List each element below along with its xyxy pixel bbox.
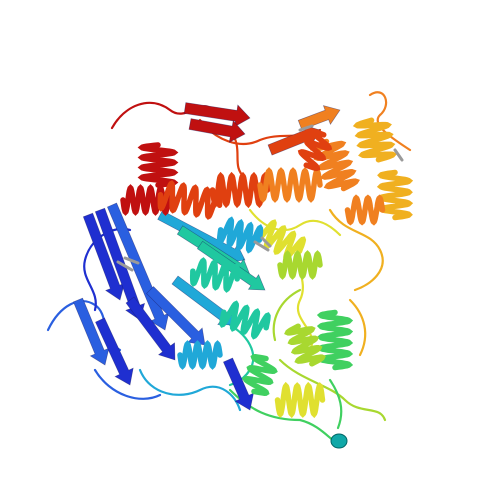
coil-loop-10 bbox=[83, 227, 132, 312]
alpha-helix-2 bbox=[157, 180, 223, 220]
alpha-helix-17 bbox=[177, 340, 223, 370]
coil-loop-7 bbox=[138, 368, 242, 412]
alpha-helix-14 bbox=[219, 300, 271, 340]
alpha-helix-6-ribbon bbox=[352, 117, 398, 163]
alpha-helix-2-ribbon bbox=[157, 180, 223, 220]
alpha-helix-18 bbox=[242, 354, 278, 396]
alpha-helix-17-ribbon bbox=[177, 340, 223, 370]
coil-loop-16 bbox=[328, 378, 343, 430]
alpha-helix-19 bbox=[297, 128, 333, 172]
alpha-helix-10 bbox=[277, 250, 323, 280]
alpha-helix-19-ribbon bbox=[297, 128, 333, 172]
alpha-helix-0-ribbon bbox=[137, 142, 179, 188]
alpha-helix-14-ribbon bbox=[219, 300, 271, 340]
beta-strand-13 bbox=[188, 118, 246, 143]
ligand-stick-2 bbox=[253, 240, 270, 252]
beta-strand-0 bbox=[82, 212, 125, 301]
coil-loop-5 bbox=[278, 358, 387, 422]
alpha-helix-15-ribbon bbox=[189, 257, 241, 293]
coil-loop-13 bbox=[348, 298, 367, 357]
alpha-helix-12-ribbon bbox=[284, 323, 326, 367]
bound-ligands bbox=[116, 124, 404, 272]
alpha-helix-10-ribbon bbox=[277, 250, 323, 280]
beta-strand-5 bbox=[125, 296, 176, 361]
coil-loop-12 bbox=[248, 208, 342, 237]
coil-loop-2 bbox=[368, 91, 412, 152]
alpha-helix-6 bbox=[352, 117, 398, 163]
alpha-helix-12 bbox=[284, 323, 326, 367]
alpha-helix-7 bbox=[376, 169, 414, 221]
coil-loop-9 bbox=[93, 368, 162, 400]
coil-loop-3 bbox=[328, 208, 384, 292]
ligand-stick-5 bbox=[393, 148, 404, 162]
ion-sphere bbox=[330, 433, 348, 449]
ligand-stick-3 bbox=[260, 236, 272, 248]
ligand-stick-1 bbox=[123, 256, 140, 265]
alpha-helix-4 bbox=[257, 167, 323, 203]
alpha-helix-4-ribbon bbox=[257, 167, 323, 203]
beta-sheets bbox=[73, 102, 341, 411]
alpha-helix-7-ribbon bbox=[376, 169, 414, 221]
ligand-stick-4 bbox=[298, 124, 314, 132]
ligand-stick-0 bbox=[116, 260, 134, 272]
alpha-helix-3-ribbon bbox=[209, 171, 271, 209]
alpha-helix-11 bbox=[316, 309, 354, 371]
alpha-helix-3 bbox=[209, 171, 271, 209]
alpha-helix-15 bbox=[189, 257, 241, 293]
beta-strand-4 bbox=[95, 317, 134, 386]
ion-sphere-shape bbox=[330, 433, 348, 449]
alpha-helix-1-ribbon bbox=[120, 184, 176, 216]
beta-strand-6 bbox=[146, 286, 206, 346]
alpha-helix-0 bbox=[137, 142, 179, 188]
beta-strand-15 bbox=[297, 105, 341, 131]
alpha-helix-1 bbox=[120, 184, 176, 216]
alpha-helix-8-ribbon bbox=[344, 194, 386, 226]
alpha-helix-18-ribbon bbox=[242, 354, 278, 396]
alpha-helix-16-ribbon bbox=[216, 216, 264, 254]
coil-loop-14 bbox=[272, 288, 302, 342]
alpha-helix-13 bbox=[274, 381, 326, 419]
alpha-helix-13-ribbon bbox=[274, 381, 326, 419]
alpha-helices bbox=[120, 117, 414, 419]
alpha-helix-11-ribbon bbox=[316, 309, 354, 371]
alpha-helix-5 bbox=[310, 138, 360, 192]
beta-strand-11 bbox=[196, 240, 266, 291]
alpha-helix-8 bbox=[344, 194, 386, 226]
alpha-helix-16 bbox=[216, 216, 264, 254]
alpha-helix-5-ribbon bbox=[310, 138, 360, 192]
beta-strand-3 bbox=[73, 297, 110, 366]
beta-strand-8 bbox=[223, 357, 254, 411]
